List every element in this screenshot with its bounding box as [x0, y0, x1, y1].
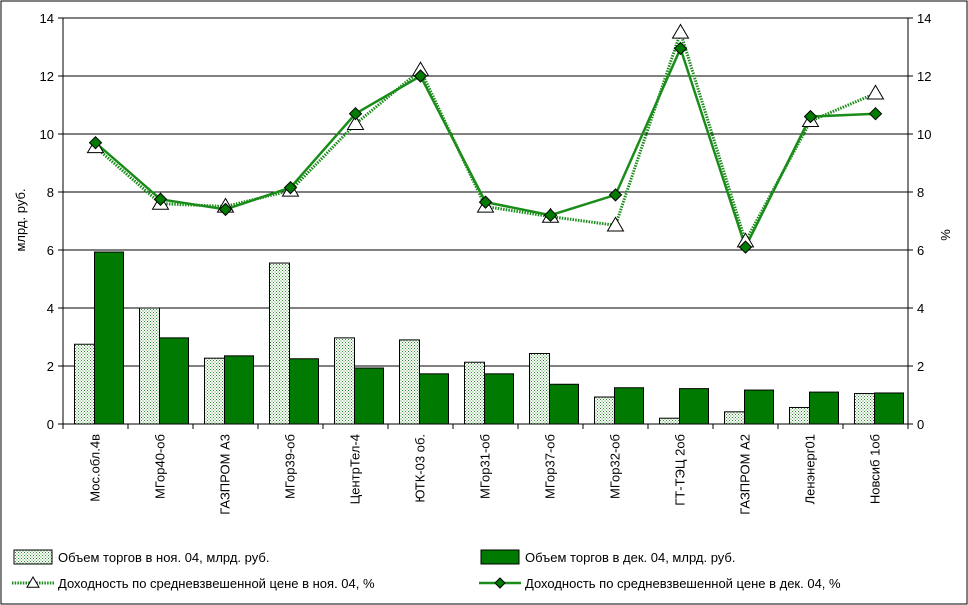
- series-lines: [86, 23, 885, 254]
- legend-marker-nov: [26, 576, 40, 588]
- marker-dec: [218, 202, 233, 217]
- category-label: ГАЗПРОМ А3: [218, 434, 233, 515]
- gridlines: [63, 17, 908, 367]
- bar-dec: [159, 337, 189, 425]
- bar-dec: [679, 388, 709, 425]
- marker-dec: [348, 106, 363, 121]
- bar-dec: [224, 355, 254, 425]
- marker-dec: [543, 208, 558, 222]
- bar-dec: [549, 383, 579, 425]
- marker-dec: [868, 106, 883, 121]
- marker-dec: [738, 240, 753, 254]
- marker-nov: [606, 216, 625, 232]
- legend-swatch-nov-bar: [13, 549, 53, 565]
- y2-tick-label: 8: [917, 185, 924, 200]
- bar-dec: [289, 358, 319, 425]
- legend-label: Доходность по средневзвешенной цене в де…: [525, 576, 841, 591]
- y2-tick-label: 12: [917, 69, 931, 84]
- bar-nov: [464, 361, 485, 425]
- y2-tick-label: 0: [917, 417, 924, 432]
- bar-nov: [659, 417, 680, 425]
- category-label: МГор40-об: [153, 434, 168, 499]
- category-label: ЦентрТел-4: [348, 434, 363, 504]
- bar-nov: [334, 337, 355, 425]
- y-tick-label: 14: [40, 11, 54, 26]
- marker-dec: [283, 180, 298, 195]
- bar-nov: [269, 262, 290, 425]
- marker-nov: [346, 114, 365, 130]
- category-label: МГор37-об: [543, 434, 558, 499]
- bar-nov: [789, 406, 810, 425]
- legend-label: Объем торгов в дек. 04, млрд. руб.: [525, 550, 735, 565]
- y-tick-label: 0: [47, 417, 54, 432]
- marker-dec: [803, 109, 818, 124]
- right-axis-ticks: 0 2 4 6 8 10 12 14: [917, 11, 931, 432]
- bar-nov: [204, 357, 225, 425]
- y2-tick-label: 14: [917, 11, 931, 26]
- y2-tick-label: 10: [917, 127, 931, 142]
- legend-marker-dec: [494, 577, 506, 589]
- y2-tick-label: 4: [917, 301, 924, 316]
- marker-dec: [608, 188, 623, 202]
- y-tick-label: 12: [40, 69, 54, 84]
- y2-tick-label: 2: [917, 359, 924, 374]
- y2-axis-title: %: [938, 229, 953, 241]
- bar-nov: [529, 353, 550, 425]
- y-axis-title: млрд. руб.: [13, 188, 28, 251]
- category-label: Новсиб 1об: [868, 434, 883, 504]
- bars: [74, 251, 904, 425]
- bar-nov: [139, 307, 160, 425]
- bar-dec: [354, 367, 384, 425]
- category-labels: Мос.обл.4в МГор40-об ГАЗПРОМ А3 МГор39-об Це…: [88, 434, 883, 515]
- marker-dec: [413, 69, 428, 83]
- y2-tick-label: 6: [917, 243, 924, 258]
- bar-dec: [419, 373, 449, 425]
- category-label: МГор31-об: [478, 434, 493, 499]
- left-axis-ticks: 0 2 4 6 8 10 12 14: [40, 11, 54, 432]
- y-tick-label: 8: [47, 185, 54, 200]
- bar-dec: [484, 373, 514, 425]
- legend-label: Доходность по средневзвешенной цене в но…: [58, 576, 375, 591]
- y-tick-label: 10: [40, 127, 54, 142]
- bar-dec: [744, 389, 774, 425]
- category-label: ГТ-ТЭЦ 2об: [673, 434, 688, 506]
- marker-dec: [673, 41, 688, 56]
- bar-dec: [614, 387, 644, 425]
- legend: Объем торгов в ноя. 04, млрд. руб. Объем …: [12, 549, 841, 591]
- bar-nov: [399, 339, 420, 425]
- bar-nov: [854, 393, 875, 425]
- marker-nov: [866, 84, 885, 100]
- bar-nov: [594, 396, 615, 425]
- bar-dec: [94, 251, 124, 425]
- category-label: МГор32-об: [608, 434, 623, 499]
- category-label: ЮТК-03 об.: [413, 434, 428, 503]
- bar-dec: [809, 391, 839, 425]
- category-label: ГАЗПРОМ А2: [738, 434, 753, 515]
- category-label: Мос.обл.4в: [88, 434, 103, 502]
- bar-dec: [874, 392, 904, 425]
- axes: [58, 17, 913, 429]
- marker-dec: [153, 192, 168, 206]
- marker-dec: [478, 195, 493, 209]
- category-label: Ленэнерг01: [803, 434, 818, 504]
- bar-nov: [74, 343, 95, 425]
- legend-swatch-dec-bar: [480, 549, 520, 565]
- marker-nov: [671, 23, 690, 39]
- bar-nov: [724, 411, 745, 425]
- y-tick-label: 2: [47, 359, 54, 374]
- y-tick-label: 6: [47, 243, 54, 258]
- y-tick-label: 4: [47, 301, 54, 316]
- category-label: МГор39-об: [283, 434, 298, 499]
- legend-label: Объем торгов в ноя. 04, млрд. руб.: [58, 550, 269, 565]
- marker-dec: [88, 135, 103, 150]
